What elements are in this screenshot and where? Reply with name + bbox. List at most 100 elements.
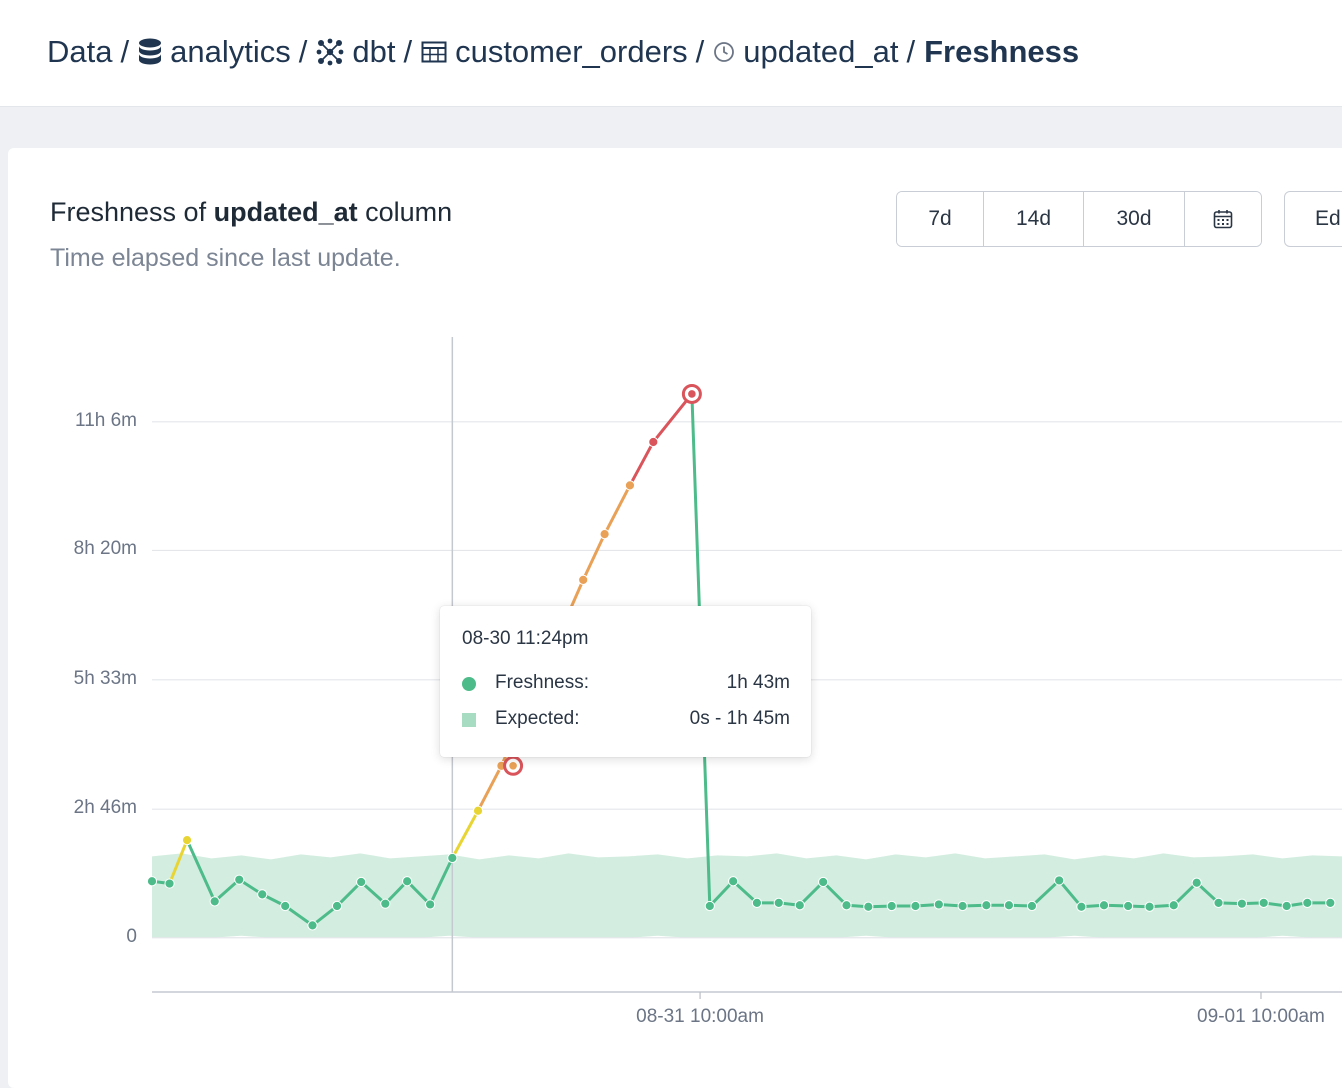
freshness-line-segment xyxy=(1057,878,1083,909)
freshness-point xyxy=(1258,897,1269,909)
card-title-column: updated_at xyxy=(213,197,358,227)
freshness-point xyxy=(234,874,245,885)
freshness-line-segment xyxy=(1172,881,1199,907)
breadcrumb-separator: / xyxy=(695,34,705,69)
freshness-point xyxy=(1281,900,1292,912)
freshness-line-segment xyxy=(335,880,363,908)
freshness-point xyxy=(624,480,636,491)
freshness-point xyxy=(794,900,805,911)
freshness-point xyxy=(957,900,968,912)
freshness-line-segment xyxy=(798,880,825,907)
breadcrumb-column-link[interactable]: updated_at xyxy=(743,34,899,69)
breadcrumb-schema-link[interactable]: dbt xyxy=(352,34,396,69)
freshness-point xyxy=(1302,897,1313,909)
freshness-line-segment xyxy=(310,904,339,927)
clock-icon xyxy=(714,42,735,62)
freshness-point xyxy=(599,529,610,540)
freshness-point xyxy=(841,900,852,911)
freshness-point xyxy=(578,574,589,585)
freshness-line-segment xyxy=(476,764,503,813)
y-tick-label: 0 xyxy=(126,925,137,947)
breadcrumb-database-link[interactable]: analytics xyxy=(170,34,291,69)
freshness-point xyxy=(164,878,175,889)
freshness-line-segment xyxy=(1030,878,1061,908)
x-tick-label: 08-31 10:00am xyxy=(636,1006,764,1027)
freshness-point xyxy=(146,876,158,887)
freshness-point xyxy=(1098,900,1110,911)
range-7d-button[interactable]: 7d xyxy=(897,192,984,246)
chart-tooltip: 08-30 11:24pm Freshness: 1h 43m Expected… xyxy=(440,606,811,757)
freshness-point xyxy=(1168,900,1179,911)
breadcrumb-separator: / xyxy=(120,34,130,69)
edit-button[interactable]: Ed xyxy=(1284,191,1342,247)
freshness-point xyxy=(280,900,291,912)
database-icon xyxy=(139,38,162,65)
freshness-point xyxy=(886,900,897,912)
breadcrumb: Data / analytics / dbt / xyxy=(47,34,1079,70)
tooltip-freshness-value: 1h 43m xyxy=(726,672,790,693)
freshness-point xyxy=(1076,901,1087,912)
card-subtitle: Time elapsed since last update. xyxy=(50,244,401,272)
breadcrumb-separator: / xyxy=(298,34,308,69)
y-tick-label: 8h 20m xyxy=(73,538,137,560)
schema-network-icon xyxy=(316,38,344,66)
freshness-line-segment xyxy=(213,878,241,903)
freshness-point xyxy=(307,920,318,931)
freshness-line-segment xyxy=(428,856,454,906)
tooltip-freshness-row: Freshness: 1h 43m xyxy=(462,672,790,696)
calendar-icon xyxy=(1213,210,1233,229)
freshness-point xyxy=(1325,897,1336,909)
x-tick-label: 09-01 10:00am xyxy=(1197,1006,1325,1027)
freshness-line-segment xyxy=(581,532,607,582)
freshness-line-segment xyxy=(450,809,480,860)
anomaly-marker-core xyxy=(688,390,696,398)
breadcrumb-separator: / xyxy=(403,34,413,69)
breadcrumb-current-page: Freshness xyxy=(924,34,1080,69)
time-range-selector: 7d 14d 30d xyxy=(896,191,1262,247)
freshness-point xyxy=(751,897,763,909)
freshness-point xyxy=(402,876,413,887)
freshness-point xyxy=(981,900,992,911)
freshness-point xyxy=(1191,877,1202,888)
freshness-point xyxy=(1054,875,1065,886)
breadcrumb-table-link[interactable]: customer_orders xyxy=(455,34,688,69)
range-14d-button[interactable]: 14d xyxy=(984,192,1084,246)
freshness-point xyxy=(331,900,343,912)
range-30d-button[interactable]: 30d xyxy=(1084,192,1185,246)
freshness-point xyxy=(356,876,367,888)
breadcrumb-separator: / xyxy=(906,34,916,69)
freshness-point xyxy=(648,436,659,448)
freshness-line-segment xyxy=(383,879,409,906)
tooltip-expected-label: Expected: xyxy=(495,708,580,729)
freshness-point xyxy=(933,899,944,910)
card-title: Freshness of updated_at column xyxy=(50,197,452,228)
freshness-point xyxy=(380,898,391,909)
card-title-prefix: Freshness of xyxy=(50,197,207,227)
freshness-line-segment xyxy=(283,904,314,927)
freshness-point xyxy=(425,899,436,910)
freshness-line-segment xyxy=(821,880,849,907)
y-tick-label: 5h 33m xyxy=(73,667,137,689)
freshness-point xyxy=(728,876,739,887)
freshness-line-segment xyxy=(731,879,759,905)
breadcrumb-data-link[interactable]: Data xyxy=(47,34,113,69)
freshness-line-segment xyxy=(405,879,432,906)
freshness-point xyxy=(1213,897,1224,909)
freshness-point xyxy=(257,889,268,900)
page-header: Data / analytics / dbt / xyxy=(0,0,1342,107)
freshness-line-segment xyxy=(168,838,189,886)
custom-range-button[interactable] xyxy=(1185,192,1261,246)
freshness-line-segment xyxy=(651,392,694,444)
tooltip-expected-row: Expected: 0s - 1h 45m xyxy=(462,708,790,732)
freshness-point xyxy=(1026,900,1038,912)
freshness-point xyxy=(863,901,874,912)
expected-legend-square xyxy=(462,713,476,727)
freshness-point xyxy=(1144,901,1155,912)
freshness-line-segment xyxy=(628,440,655,487)
freshness-point xyxy=(773,897,784,909)
freshness-point xyxy=(1236,898,1247,909)
freshness-line-segment xyxy=(603,483,632,536)
freshness-point xyxy=(1123,900,1134,912)
freshness-line-segment xyxy=(359,880,387,906)
